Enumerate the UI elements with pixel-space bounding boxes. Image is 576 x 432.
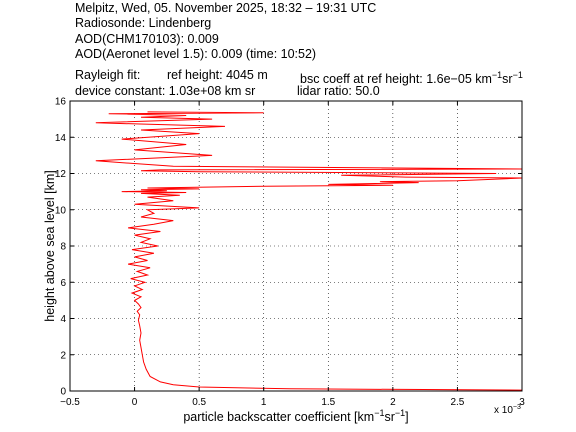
y-tick-label: 12 [55, 169, 67, 180]
y-tick-label: 10 [55, 205, 67, 216]
x-multiplier-base: x 10 [494, 405, 513, 416]
bsc-exp1: −1 [491, 70, 503, 80]
xlabel-exp1: −1 [374, 408, 384, 418]
y-tick-label: 14 [55, 133, 67, 144]
y-tick-label: 0 [60, 387, 66, 398]
xlabel-end: ] [405, 410, 408, 424]
xlabel-exp2: −1 [395, 408, 405, 418]
y-tick-label: 2 [60, 350, 66, 361]
x-tick-label: 2 [390, 397, 396, 408]
y-tick-label: 4 [60, 314, 66, 325]
x-multiplier: x 10−3 [494, 404, 521, 416]
header-device-constant: device constant: 1.03e+08 km sr [75, 84, 256, 98]
x-multiplier-exp: −3 [513, 404, 521, 411]
header-ref-height: ref height: 4045 m [167, 68, 268, 82]
header-aod-chm: AOD(CHM170103): 0.009 [75, 32, 219, 46]
x-tick-label: 1.5 [321, 397, 335, 408]
plot-area [95, 111, 523, 391]
y-tick-label: 8 [60, 242, 66, 253]
y-tick-label: 16 [55, 97, 67, 108]
y-tick-label: 6 [60, 278, 66, 289]
header-title: Melpitz, Wed, 05. November 2025, 18:32 –… [75, 1, 377, 15]
x-axis-label: particle backscatter coefficient [km−1sr… [183, 408, 408, 424]
grid [69, 100, 523, 392]
bsc-coeff-text: bsc coeff at ref height: 1.6e−05 km [300, 72, 492, 87]
x-tick-label: 0.5 [192, 397, 206, 408]
y-axis-label: height above sea level [km] [43, 170, 57, 321]
x-tick-label: −0.5 [60, 397, 80, 408]
x-tick-label: 2.5 [450, 397, 464, 408]
header-radiosonde: Radiosonde: Lindenberg [75, 16, 212, 30]
xlabel-sr: sr [384, 410, 394, 424]
header-lidar-ratio: lidar ratio: 50.0 [297, 84, 380, 98]
xlabel-main: particle backscatter coefficient [km [183, 410, 374, 424]
header-rayleigh-label: Rayleigh fit: [75, 68, 141, 82]
bsc-sr: sr [502, 72, 513, 87]
profile-line [95, 111, 523, 391]
header-aod-aeronet: AOD(Aeronet level 1.5): 0.009 (time: 10:… [75, 47, 317, 61]
x-tick-label: 1 [261, 397, 267, 408]
x-tick-label: 0 [132, 397, 138, 408]
x-tick-label: 3 [519, 397, 525, 408]
bsc-exp2: −1 [512, 70, 523, 80]
header-bsc-coeff: bsc coeff at ref height: 1.6e−05 km−1sr−… [300, 68, 523, 87]
